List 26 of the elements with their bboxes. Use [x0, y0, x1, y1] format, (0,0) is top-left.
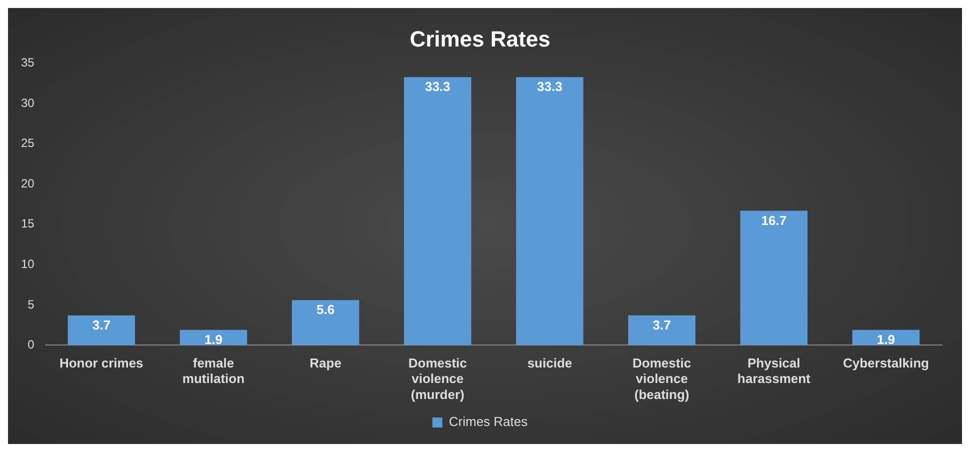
x-tick-label: Domestic violence (beating) [632, 356, 692, 402]
x-tick-label: female mutilation [182, 356, 245, 386]
x-tick-label: Honor crimes [59, 356, 144, 371]
y-tick-label: 0 [28, 338, 35, 352]
y-tick-label: 25 [20, 136, 35, 150]
data-label: 3.7 [652, 317, 671, 332]
data-label: 16.7 [761, 212, 787, 228]
legend-label: Crimes Rates [448, 414, 528, 430]
chart-title: Crimes Rates [410, 26, 550, 52]
y-tick-label: 5 [28, 297, 35, 312]
y-tick-label: 20 [20, 176, 35, 190]
data-label: 5.6 [316, 302, 335, 318]
x-tick-label: Cyberstalking [842, 356, 929, 371]
x-tick-label: Rape [310, 356, 342, 371]
y-tick-label: 10 [20, 257, 35, 271]
x-tick-label: Domestic violence (murder) [408, 356, 467, 402]
x-tick-label: suicide [527, 356, 572, 371]
y-tick-label: 30 [20, 96, 35, 110]
data-label: 1.9 [204, 332, 223, 347]
data-label: 3.7 [92, 317, 110, 332]
y-tick-label: 35 [20, 56, 35, 70]
data-label: 33.3 [537, 79, 562, 94]
data-label: 33.3 [424, 79, 450, 94]
y-tick-label: 15 [20, 216, 35, 231]
x-tick-label: Physical harassment [737, 356, 812, 386]
data-label: 1.9 [876, 332, 895, 347]
